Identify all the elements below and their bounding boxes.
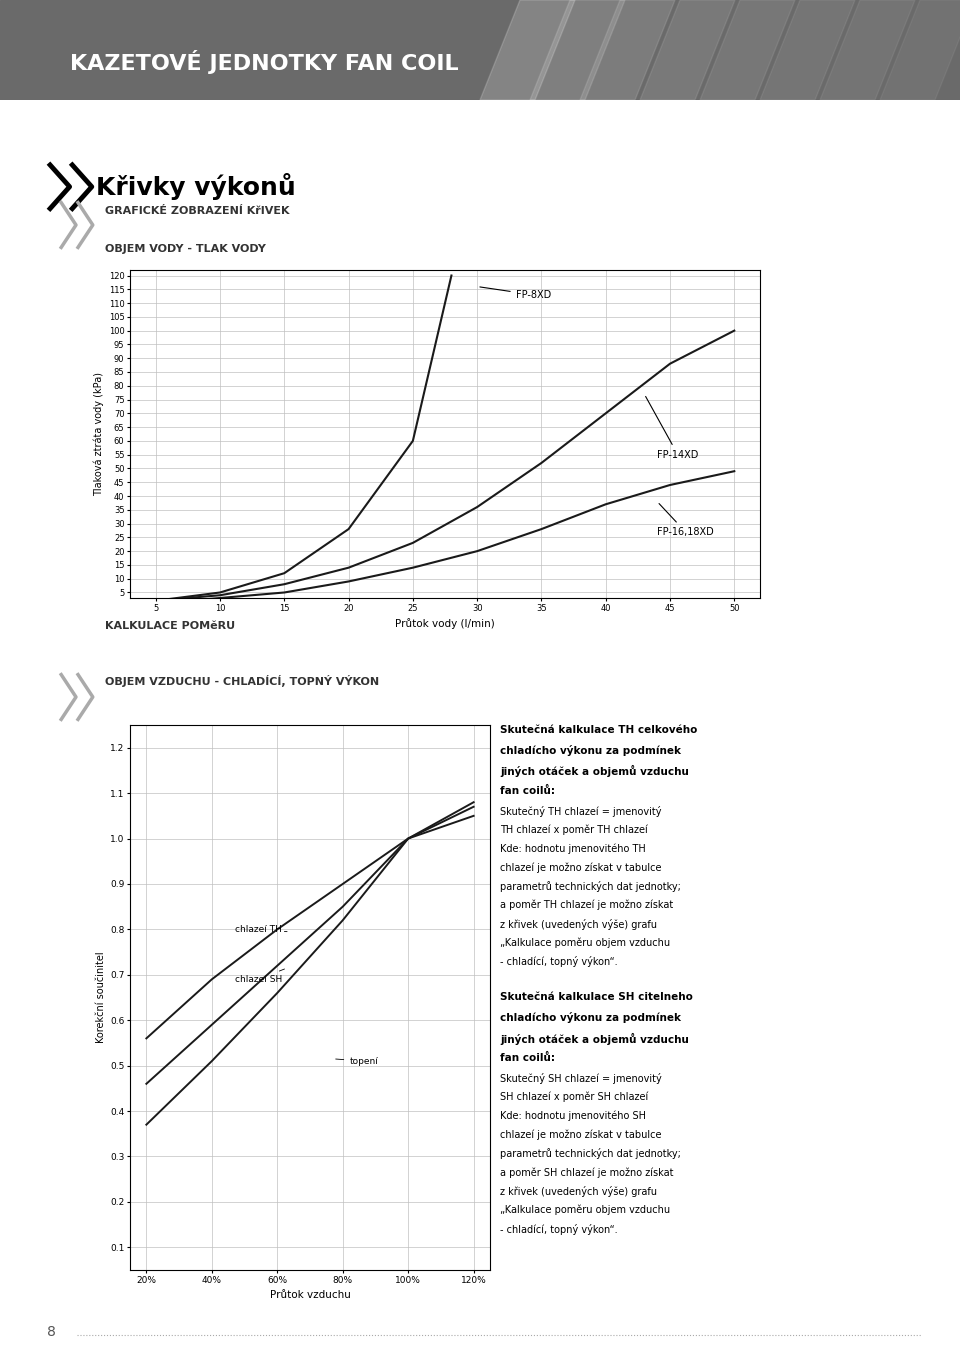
Polygon shape [580, 0, 675, 100]
Text: OBJEM VZDUCHU - CHLADÍCÍ, TOPNÝ VÝKON: OBJEM VZDUCHU - CHLADÍCÍ, TOPNÝ VÝKON [105, 675, 379, 687]
Text: z křivek (uvedených výše) grafu: z křivek (uvedených výše) grafu [500, 919, 657, 930]
Text: Křivky výkonů: Křivky výkonů [96, 174, 296, 200]
Text: jiných otáček a objemů vzduchu: jiných otáček a objemů vzduchu [500, 766, 689, 777]
Text: Skutečný SH chlazeí = jmenovitý: Skutečný SH chlazeí = jmenovitý [500, 1073, 661, 1084]
Polygon shape [530, 0, 625, 100]
Text: Skutečný TH chlazeí = jmenovitý: Skutečný TH chlazeí = jmenovitý [500, 805, 661, 816]
Polygon shape [700, 0, 795, 100]
Text: GRAFICKÉ ZOBRAZENÍ KřIVEK: GRAFICKÉ ZOBRAZENÍ KřIVEK [105, 206, 290, 216]
Text: fan coilů:: fan coilů: [500, 1052, 555, 1063]
Text: z křivek (uvedených výše) grafu: z křivek (uvedených výše) grafu [500, 1186, 657, 1196]
Text: TH chlazeí x poměr TH chlazeí: TH chlazeí x poměr TH chlazeí [500, 824, 648, 835]
Text: chlazeí je možno získat v tabulce: chlazeí je možno získat v tabulce [500, 1130, 661, 1139]
Polygon shape [480, 0, 575, 100]
Text: a poměr TH chlazeí je možno získat: a poměr TH chlazeí je možno získat [500, 900, 673, 910]
Text: SH chlazeí x poměr SH chlazeí: SH chlazeí x poměr SH chlazeí [500, 1092, 648, 1103]
X-axis label: Průtok vzduchu: Průtok vzduchu [270, 1290, 350, 1300]
Text: Skutečná kalkulace SH citelneho: Skutečná kalkulace SH citelneho [500, 993, 693, 1002]
Polygon shape [760, 0, 855, 100]
Text: chlazeí TH: chlazeí TH [235, 925, 287, 934]
Y-axis label: Korekční součinitel: Korekční součinitel [96, 952, 106, 1043]
Y-axis label: Tlaková ztráta vody (kPa): Tlaková ztráta vody (kPa) [94, 372, 105, 496]
Text: parametrů technických dat jednotky;: parametrů technických dat jednotky; [500, 881, 681, 892]
Text: chlazeí SH: chlazeí SH [235, 970, 284, 983]
Text: - chladící, topný výkon“.: - chladící, topný výkon“. [500, 1224, 617, 1234]
Text: chladícho výkonu za podmínek: chladícho výkonu za podmínek [500, 1012, 681, 1024]
Text: KALKULACE POMěRU: KALKULACE POMěRU [105, 621, 235, 631]
Text: chladícho výkonu za podmínek: chladícho výkonu za podmínek [500, 746, 681, 756]
Text: Kde: hodnotu jmenovitého TH: Kde: hodnotu jmenovitého TH [500, 843, 646, 854]
Text: fan coilů:: fan coilů: [500, 785, 555, 796]
Text: jiných otáček a objemů vzduchu: jiných otáček a objemů vzduchu [500, 1032, 689, 1044]
Text: Kde: hodnotu jmenovitého SH: Kde: hodnotu jmenovitého SH [500, 1111, 646, 1122]
Text: OBJEM VODY - TLAK VODY: OBJEM VODY - TLAK VODY [105, 244, 266, 254]
Text: - chladící, topný výkon“.: - chladící, topný výkon“. [500, 956, 617, 967]
Text: FP-14XD: FP-14XD [646, 397, 699, 459]
Text: KAZETOVÉ JEDNOTKY FAN COIL: KAZETOVÉ JEDNOTKY FAN COIL [70, 50, 459, 73]
Text: Skutečná kalkulace TH celkového: Skutečná kalkulace TH celkového [500, 725, 697, 735]
Polygon shape [640, 0, 735, 100]
Text: parametrů technických dat jednotky;: parametrů technických dat jednotky; [500, 1149, 681, 1160]
Text: „Kalkulace poměru objem vzduchu: „Kalkulace poměru objem vzduchu [500, 937, 670, 948]
Text: topení: topení [336, 1057, 378, 1066]
X-axis label: Průtok vody (l/min): Průtok vody (l/min) [396, 618, 494, 629]
Text: FP-16,18XD: FP-16,18XD [658, 504, 714, 536]
Text: FP-8XD: FP-8XD [480, 287, 551, 300]
Text: chlazeí je možno získat v tabulce: chlazeí je možno získat v tabulce [500, 862, 661, 873]
Text: „Kalkulace poměru objem vzduchu: „Kalkulace poměru objem vzduchu [500, 1205, 670, 1215]
Polygon shape [880, 0, 960, 100]
Text: a poměr SH chlazeí je možno získat: a poměr SH chlazeí je možno získat [500, 1167, 674, 1177]
Polygon shape [820, 0, 915, 100]
Text: 8: 8 [47, 1325, 57, 1339]
